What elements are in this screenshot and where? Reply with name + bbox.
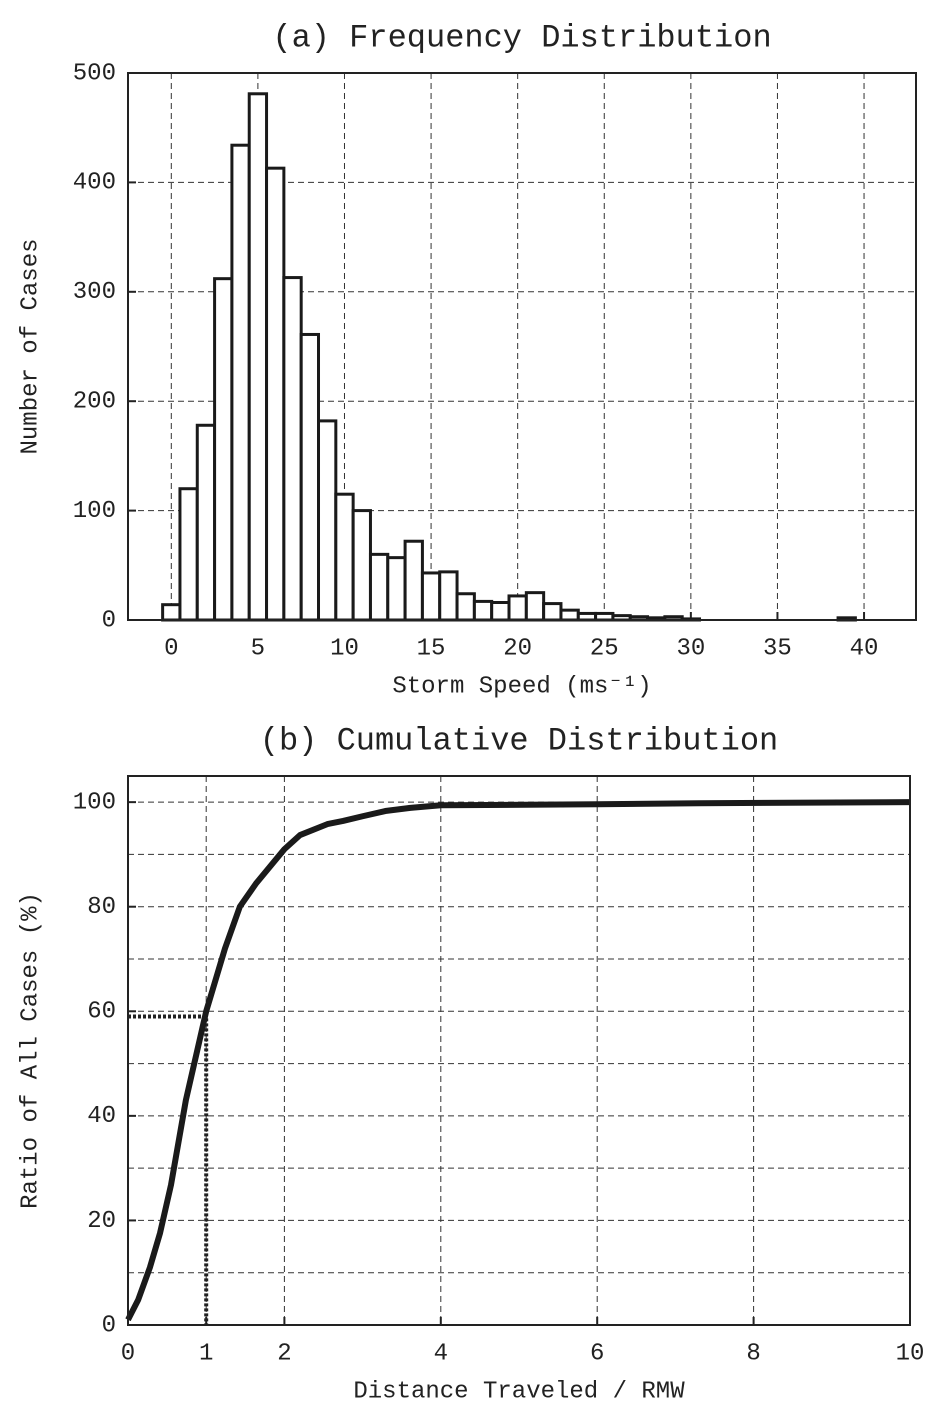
bar [282,276,303,622]
bar [351,509,372,622]
bar [230,143,251,622]
y-tick-label: 0 [102,1312,116,1339]
reference-line [128,1014,209,1325]
y-axis-label: Number of Cases [17,238,44,454]
bar [438,570,459,622]
x-tick-label: 30 [676,635,705,662]
bar [386,556,407,622]
x-tick-label: 20 [503,635,532,662]
x-tick-label: 15 [417,635,446,662]
bar [559,608,580,622]
x-tick-label: 40 [850,635,879,662]
bar [161,603,182,622]
x-axis-label: Distance Traveled / RMW [353,1378,685,1405]
bar [334,492,355,622]
chart-title: (b) Cumulative Distribution [260,722,778,759]
y-tick-label: 100 [73,498,116,525]
x-tick-label: 1 [199,1340,213,1367]
y-tick-label: 500 [73,60,116,87]
x-tick-label: 35 [763,635,792,662]
bar [507,594,528,622]
chart-title: (a) Frequency Distribution [272,19,771,56]
x-axis-label: Storm Speed (ms⁻¹) [392,673,651,700]
y-tick-label: 60 [87,999,116,1026]
bar [317,419,338,622]
y-axis-label: Ratio of All Cases (%) [17,892,44,1209]
y-tick-label: 400 [73,170,116,197]
x-tick-label: 0 [121,1340,135,1367]
bar [178,487,199,622]
bar [368,552,390,622]
y-tick-label: 80 [87,894,116,921]
x-tick-label: 6 [590,1340,604,1367]
x-tick-label: 10 [896,1340,925,1367]
x-tick-label: 5 [251,635,265,662]
bar [472,599,494,622]
cumulative-line [125,799,911,1322]
bar [403,539,424,622]
x-tick-label: 25 [590,635,619,662]
y-tick-label: 300 [73,279,116,306]
x-tick-label: 10 [330,635,359,662]
bar [490,600,511,622]
plot-frame [127,775,911,1326]
y-tick-label: 200 [73,389,116,416]
x-tick-label: 0 [164,635,178,662]
bar [265,166,286,622]
bar [524,591,546,622]
bar [455,592,476,622]
y-tick-label: 100 [73,789,116,816]
y-tick-label: 0 [102,607,116,634]
bar [420,571,442,622]
y-tick-label: 20 [87,1208,116,1235]
x-tick-label: 4 [434,1340,448,1367]
x-tick-label: 2 [277,1340,291,1367]
bar [247,92,269,622]
plot-frame [127,72,917,621]
bar [299,332,321,622]
bar [542,602,563,622]
y-tick-label: 40 [87,1103,116,1130]
x-tick-label: 8 [746,1340,760,1367]
bar [213,277,234,622]
bar [195,423,217,622]
